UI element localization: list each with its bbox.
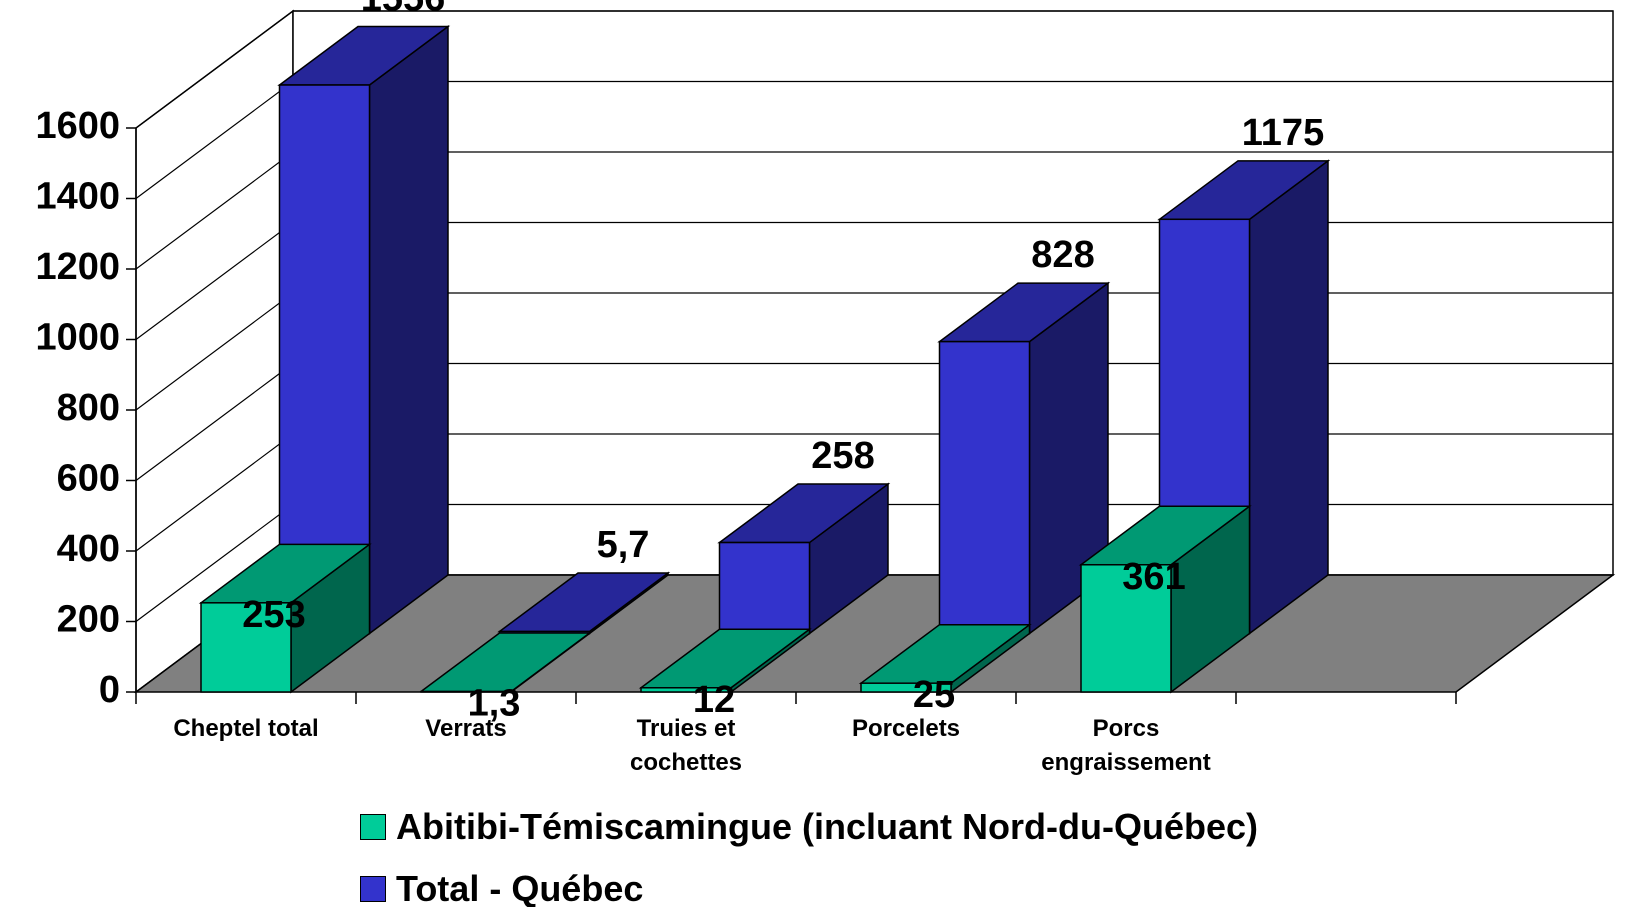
x-tick-label: Verrats	[425, 715, 507, 742]
y-tick-label: 1200	[35, 246, 120, 288]
y-tick-label: 1600	[35, 105, 120, 147]
value-label: 5,7	[597, 524, 650, 566]
y-tick-label: 1400	[35, 176, 120, 218]
bar	[938, 340, 1031, 635]
x-tick-label: Truies et cochettes	[629, 715, 743, 776]
bar	[640, 687, 732, 693]
legend-label: Total - Québec	[396, 868, 644, 907]
y-tick-label: 200	[57, 599, 120, 641]
value-label: 25	[913, 674, 955, 716]
y-tick-label: 1000	[35, 317, 120, 359]
y-tick-label: 800	[57, 387, 120, 429]
legend-swatch	[360, 876, 386, 902]
bar	[718, 541, 811, 635]
value-label: 1175	[1242, 112, 1324, 154]
x-tick-label: Cheptel total	[173, 715, 319, 742]
y-tick-label: 600	[57, 458, 120, 500]
x-tick-label: Porcelets	[851, 715, 961, 742]
bar-side	[1248, 159, 1329, 635]
legend-swatch	[360, 814, 386, 840]
value-label: 1,3	[468, 683, 521, 725]
grid-line	[135, 10, 1613, 129]
value-label: 12	[693, 679, 735, 721]
value-label: 258	[811, 435, 874, 477]
x-tick-label: Porcs engraissement	[1041, 715, 1211, 776]
value-label: 1556	[361, 0, 446, 20]
bar	[860, 682, 952, 693]
y-tick-label: 400	[57, 528, 120, 570]
bar	[278, 84, 371, 635]
bar	[1080, 563, 1172, 693]
legend-item: Total - Québec	[360, 868, 643, 907]
value-label: 361	[1122, 556, 1185, 598]
value-label: 828	[1031, 234, 1094, 276]
value-label: 253	[242, 594, 305, 636]
legend-item: Abitibi-Témiscamingue (incluant Nord-du-…	[360, 806, 1258, 848]
bar	[200, 602, 292, 693]
legend-label: Abitibi-Témiscamingue (incluant Nord-du-…	[396, 806, 1259, 847]
y-tick-label: 0	[99, 669, 120, 711]
bar-side	[368, 25, 449, 635]
